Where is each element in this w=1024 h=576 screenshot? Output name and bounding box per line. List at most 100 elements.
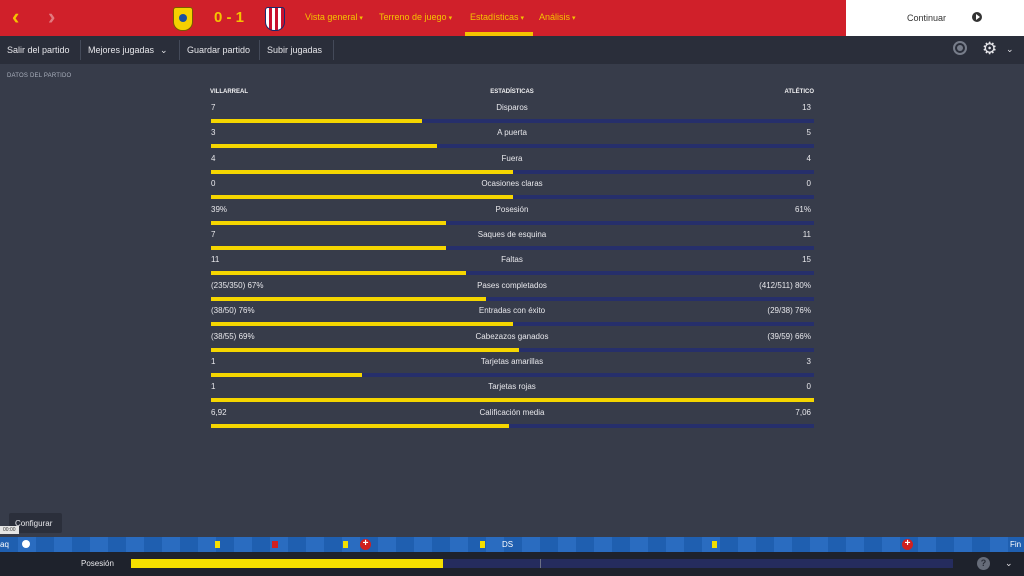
- menu-estadisticas[interactable]: Estadísticas ▾: [470, 12, 525, 22]
- match-score: 0 - 1: [214, 9, 245, 26]
- stat-bar-home-fill: [211, 246, 446, 250]
- help-icon[interactable]: ?: [977, 557, 990, 570]
- configure-button[interactable]: Configurar: [9, 513, 62, 533]
- exit-match-button[interactable]: Salir del partido: [7, 45, 70, 55]
- divider: [80, 40, 81, 60]
- continue-button[interactable]: Continuar: [846, 0, 1024, 36]
- possession-bar: Posesión ? ⌄: [0, 552, 1024, 576]
- home-value: (38/50) 76%: [211, 306, 255, 316]
- villarreal-crest-icon: [173, 7, 193, 31]
- stat-row: 39% Posesión 61%: [210, 205, 814, 230]
- stat-bar-home-fill: [211, 169, 513, 174]
- home-value: 6,92: [211, 407, 227, 417]
- stat-row: 11 Faltas 15: [210, 255, 814, 280]
- stat-label: Tarjetas amarillas: [480, 357, 544, 366]
- stat-bar-home-fill: [211, 144, 437, 149]
- away-value: 13: [802, 103, 811, 112]
- away-value: 0: [806, 179, 811, 189]
- save-match-button[interactable]: Guardar partido: [187, 45, 251, 55]
- away-value: (412/511) 80%: [759, 280, 811, 290]
- stat-bar-track: [211, 373, 814, 377]
- possession-track: [131, 559, 953, 568]
- stat-row: 4 Fuera 4: [210, 154, 814, 179]
- divider: [333, 40, 334, 60]
- record-icon[interactable]: [953, 41, 967, 55]
- chevron-down-icon: ⌄: [160, 45, 168, 55]
- gear-icon[interactable]: ⚙: [982, 39, 998, 58]
- away-value: 15: [802, 255, 811, 265]
- chevron-down-icon[interactable]: ⌄: [1006, 44, 1014, 54]
- stat-bar-track: [211, 220, 814, 225]
- back-arrow-icon[interactable]: ‹: [12, 4, 20, 29]
- upload-plays-button[interactable]: Subir jugadas: [267, 45, 323, 55]
- match-clock: 00:00: [0, 526, 19, 534]
- stat-label: Tarjetas rojas: [488, 382, 536, 392]
- stat-label: Pases completados: [477, 280, 547, 290]
- chevron-down-icon[interactable]: ⌄: [1005, 558, 1013, 568]
- home-value: 1: [211, 382, 216, 392]
- possession-midline: [540, 559, 541, 568]
- stat-label: Cabezazos ganados: [475, 331, 549, 341]
- stat-label: Posesión: [495, 204, 529, 214]
- divider: [179, 40, 180, 60]
- stat-bar-home-fill: [211, 347, 519, 352]
- play-icon: [972, 12, 982, 22]
- home-value: 7: [211, 103, 216, 112]
- home-value: 3: [211, 128, 216, 138]
- away-value: 5: [806, 128, 811, 138]
- away-value: 0: [806, 382, 811, 392]
- divider: [259, 40, 260, 60]
- yellow-card-icon: [712, 541, 717, 548]
- stat-row: (38/55) 69% Cabezazos ganados (39/59) 66%: [210, 332, 814, 357]
- stat-row: 7 Saques de esquina 11: [210, 230, 814, 255]
- home-value: 7: [211, 230, 216, 239]
- away-value: 7,06: [795, 407, 811, 417]
- stat-row: (235/350) 67% Pases completados (412/511) …: [210, 281, 814, 306]
- stat-row: 1 Tarjetas rojas 0: [210, 382, 814, 407]
- away-value: 3: [806, 357, 811, 366]
- stat-bar-track: [211, 119, 814, 123]
- stat-row: 6,92 Calificación media 7,06: [210, 408, 814, 433]
- chevron-down-icon: ▾: [448, 15, 453, 22]
- stat-row: 7 Disparos 13: [210, 103, 814, 128]
- stat-bar-track: [211, 195, 814, 200]
- stat-label: Faltas: [501, 255, 523, 265]
- substitution-icon: +: [360, 539, 371, 550]
- menu-vista-general[interactable]: Vista general ▾: [305, 12, 363, 22]
- timeline-start-label: aq: [0, 540, 9, 549]
- stat-bar-home-fill: [211, 322, 513, 327]
- menu-analisis[interactable]: Análisis ▾: [539, 12, 576, 22]
- stats-column-header: ESTADÍSTICAS: [490, 89, 534, 95]
- stat-bar-home-fill: [211, 423, 509, 428]
- stat-label: Entradas con éxito: [478, 306, 546, 316]
- yellow-card-icon: [215, 541, 220, 548]
- stat-bar-home-fill: [211, 220, 446, 225]
- stat-label: Calificación media: [479, 407, 545, 417]
- match-timeline[interactable]: aq + DS + Fin: [0, 537, 1024, 552]
- stat-bar-track: [211, 347, 814, 352]
- stat-bar-track: [211, 398, 814, 403]
- chevron-down-icon: ▾: [359, 15, 363, 22]
- possession-home-fill: [131, 559, 443, 568]
- stat-bar-track: [211, 423, 814, 428]
- atletico-crest-icon: [265, 7, 285, 31]
- chevron-down-icon: ▾: [572, 15, 576, 22]
- menu-terreno-de-juego[interactable]: Terreno de juego ▾: [379, 12, 453, 22]
- home-value: 0: [211, 179, 216, 189]
- stat-bar-home-fill: [211, 373, 362, 377]
- home-value: (38/55) 69%: [211, 331, 255, 341]
- home-value: (235/350) 67%: [211, 280, 264, 290]
- away-value: 4: [806, 153, 811, 163]
- ball-icon: [22, 540, 30, 548]
- away-value: 11: [802, 230, 811, 239]
- stat-bar-home-fill: [211, 398, 814, 403]
- continue-label: Continuar: [907, 13, 947, 23]
- away-value: 61%: [794, 204, 811, 214]
- top-bar: ‹ › 0 - 1 Vista general ▾ Terreno de jueg…: [0, 0, 1024, 36]
- best-plays-button[interactable]: Mejores jugadas ⌄: [88, 45, 168, 55]
- timeline-halftime-label: DS: [502, 540, 514, 549]
- active-menu-indicator: [465, 32, 533, 36]
- stat-bar-track: [211, 169, 814, 174]
- stat-label: A puerta: [497, 128, 527, 138]
- forward-arrow-icon[interactable]: ›: [48, 4, 56, 29]
